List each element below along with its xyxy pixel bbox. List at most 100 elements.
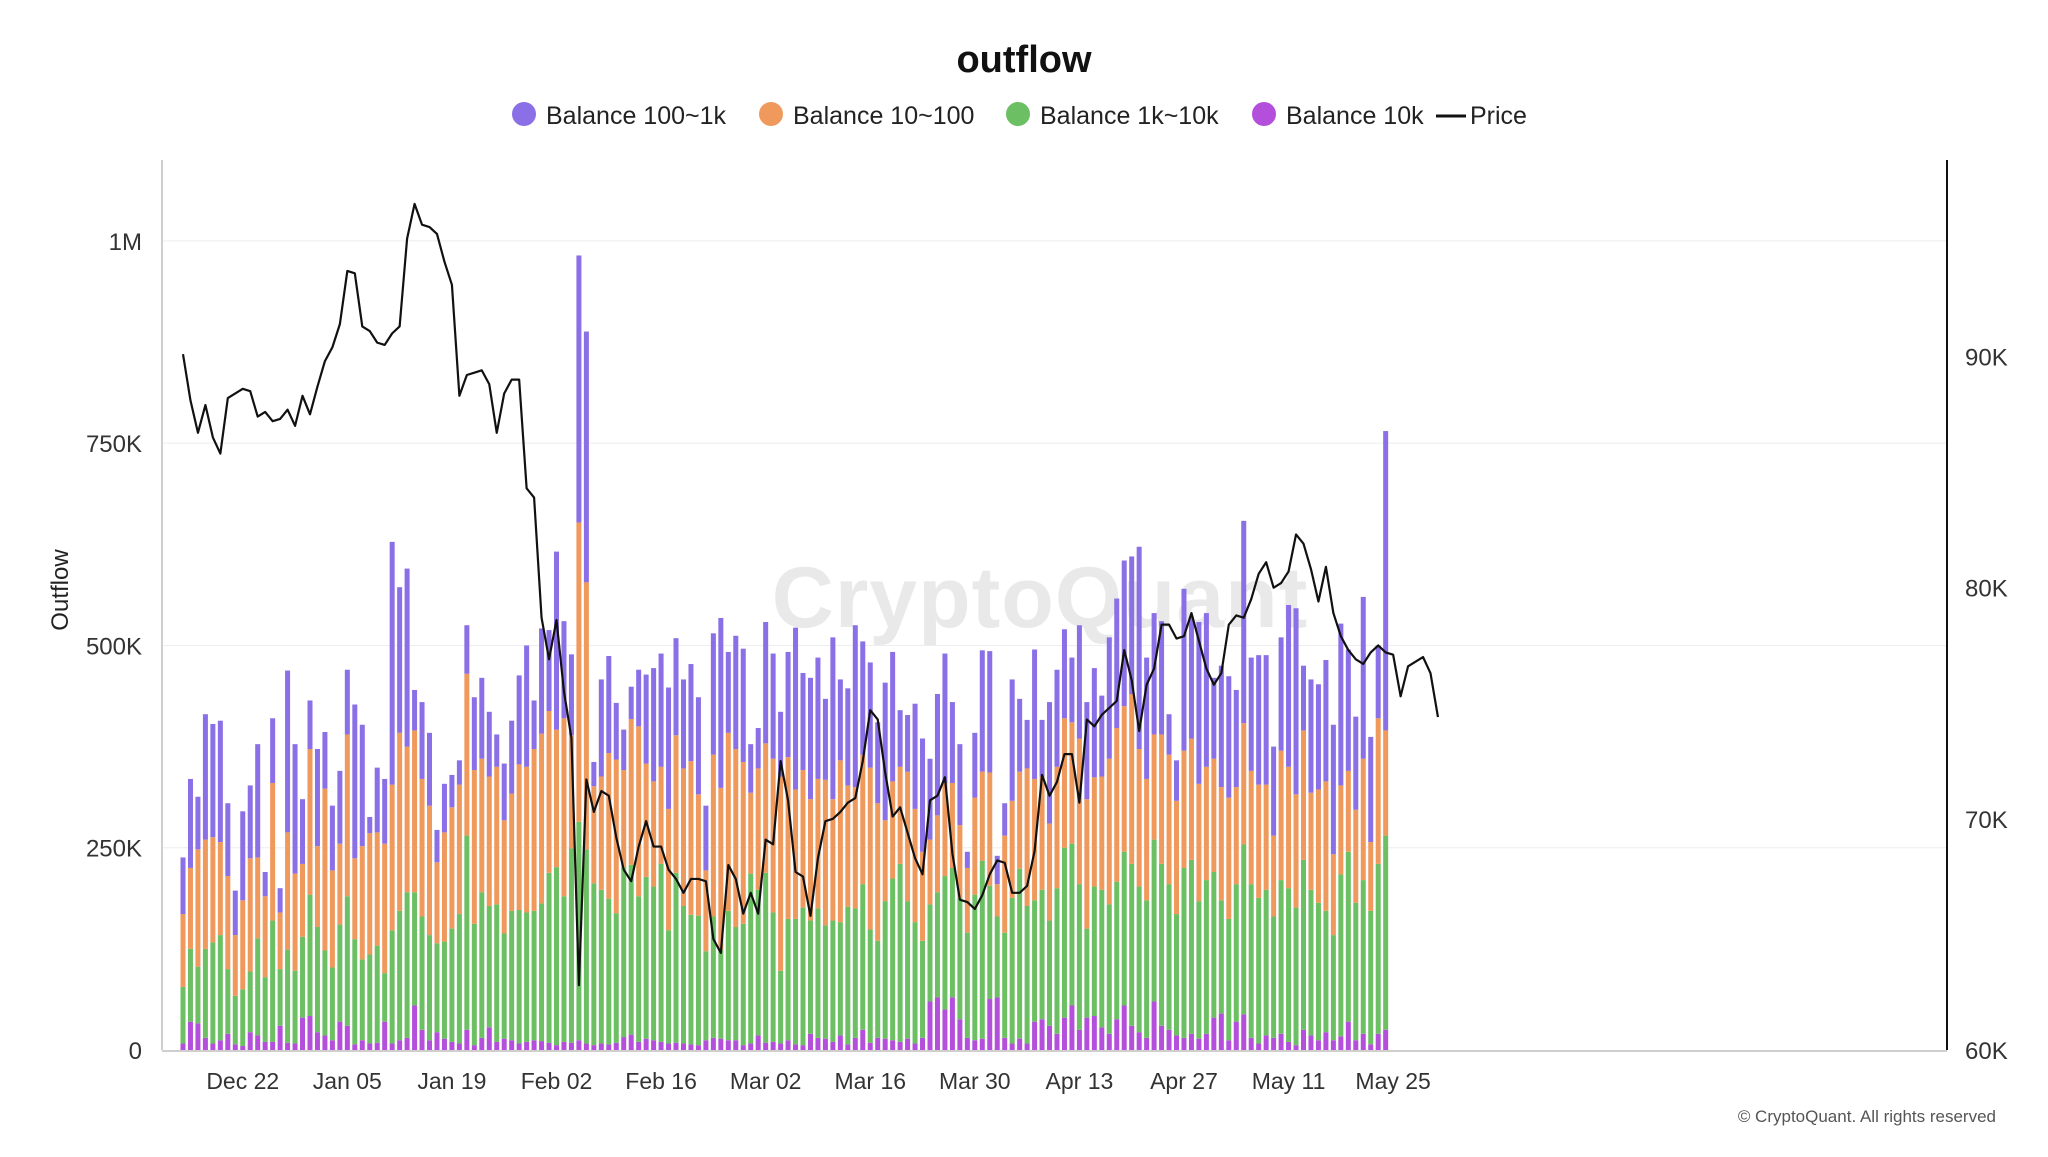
bar-segment xyxy=(427,805,433,936)
bar-segment xyxy=(680,1043,686,1050)
bar-segment xyxy=(292,744,298,874)
bar-segment xyxy=(822,698,828,780)
axes: 0 250K 500K 750K 1M 60K 70K 80K 90K Dec 22 Jan 05 J… xyxy=(86,160,2008,1094)
bar-segment xyxy=(285,949,291,1043)
bar-segment xyxy=(322,788,328,951)
bar-segment xyxy=(1315,902,1321,1041)
x-tick-label: Jan 05 xyxy=(313,1068,382,1094)
bar-segment xyxy=(793,627,799,790)
bar-segment xyxy=(576,1040,582,1050)
bar-segment xyxy=(837,1035,843,1050)
bar-segment xyxy=(1375,1033,1381,1050)
bar-segment xyxy=(733,749,739,928)
bar-segment xyxy=(1375,863,1381,1034)
x-tick-label: May 25 xyxy=(1355,1068,1430,1094)
legend-label[interactable]: Balance 1k~10k xyxy=(1040,102,1219,130)
bar-segment xyxy=(554,729,559,868)
chart-title: outflow xyxy=(956,39,1092,81)
bar-segment xyxy=(300,863,306,937)
bar-segment xyxy=(568,735,574,849)
bar-segment xyxy=(1263,1035,1269,1050)
bar-segment xyxy=(1368,910,1374,1045)
bar-segment xyxy=(800,672,806,771)
bar-segment xyxy=(464,835,470,1030)
bar-segment xyxy=(1353,1040,1359,1050)
bar-segment xyxy=(180,857,186,915)
bar-segment xyxy=(225,969,231,1034)
bar-segment xyxy=(1121,1005,1127,1050)
bar-segment xyxy=(1069,722,1075,844)
copyright-text: © CryptoQuant. All rights reserved xyxy=(1738,1107,1996,1126)
bar-segment xyxy=(1353,809,1359,903)
x-tick-label: Apr 27 xyxy=(1150,1068,1218,1094)
bar-segment xyxy=(927,1001,933,1050)
bar-segment xyxy=(651,781,657,887)
bar-segment xyxy=(807,1033,813,1050)
bar-segment xyxy=(1151,1001,1157,1050)
bar-segment xyxy=(344,896,350,1026)
bar-segment xyxy=(1159,734,1165,864)
bar-segment xyxy=(934,892,940,998)
bar-segment xyxy=(419,1029,425,1050)
bar-segment xyxy=(359,846,365,960)
bar-segment xyxy=(905,1038,911,1050)
bar-segment xyxy=(1069,657,1075,723)
bar-segment xyxy=(1084,702,1090,800)
bar-segment xyxy=(1278,1033,1284,1050)
bar-segment xyxy=(1188,617,1194,739)
bar-segment xyxy=(1383,835,1389,1030)
bar-segment xyxy=(934,694,940,816)
bar-segment xyxy=(651,668,657,782)
bar-segment xyxy=(725,651,731,733)
bar-segment xyxy=(524,912,530,1042)
bar-segment xyxy=(367,833,373,955)
bar-segment xyxy=(412,1005,418,1050)
bar-segment xyxy=(830,799,836,921)
bar-segment xyxy=(456,1043,462,1050)
bar-segment xyxy=(344,1025,350,1050)
bar-segment xyxy=(412,892,418,1006)
bar-segment xyxy=(890,781,896,879)
bar-segment xyxy=(688,914,694,1045)
bar-segment xyxy=(1308,679,1314,793)
y2-tick-label: 90K xyxy=(1965,344,2008,371)
bar-segment xyxy=(1383,431,1389,731)
bar-segment xyxy=(1345,1021,1351,1050)
bar-segment xyxy=(1009,1043,1015,1050)
bar-segment xyxy=(927,839,933,905)
bar-segment xyxy=(1047,702,1053,824)
bar-segment xyxy=(352,704,358,859)
bar-segment xyxy=(1368,842,1374,911)
bar-segment xyxy=(583,582,589,850)
y-tick-label: 1M xyxy=(109,229,142,256)
bar-segment xyxy=(1032,778,1038,901)
legend-label[interactable]: Balance 10k xyxy=(1286,102,1424,130)
bar-segment xyxy=(1054,888,1060,1034)
legend-label[interactable]: Balance 10~100 xyxy=(793,102,974,130)
bar-segment xyxy=(1293,794,1299,908)
bar-segment xyxy=(359,959,365,1041)
bar-segment xyxy=(793,1044,799,1050)
bar-segment xyxy=(770,912,776,1042)
bar-segment xyxy=(882,820,888,902)
bar-segment xyxy=(1301,859,1306,1030)
legend-label[interactable]: Price xyxy=(1470,102,1527,130)
bar-segment xyxy=(793,918,799,1045)
bar-segment xyxy=(277,888,283,913)
bar-segment xyxy=(695,915,701,1046)
bar-segment xyxy=(1039,889,1045,1020)
bar-segment xyxy=(718,949,724,1039)
bar-segment xyxy=(531,910,537,1041)
legend-marker xyxy=(512,102,536,126)
legend-label[interactable]: Balance 100~1k xyxy=(546,102,727,130)
bar-segment xyxy=(695,794,701,916)
bar-segment xyxy=(785,1040,791,1050)
bar-segment xyxy=(434,862,440,944)
bar-segment xyxy=(725,910,731,1041)
bar-segment xyxy=(270,783,276,921)
bar-segment xyxy=(703,870,709,952)
bar-segment xyxy=(546,1042,552,1050)
bar-segment xyxy=(456,760,462,785)
bar-segment xyxy=(755,1035,761,1050)
